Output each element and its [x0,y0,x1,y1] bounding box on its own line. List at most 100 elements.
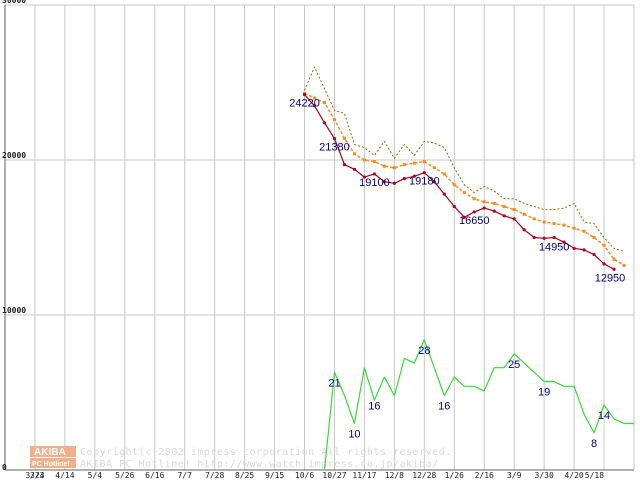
average-price-point [313,96,317,100]
low-price-point [362,175,367,179]
low-price-point [542,236,546,240]
y-tick-label: 20000 [2,151,26,160]
low-price-point [592,252,596,257]
y-tick-label: 10000 [2,306,26,315]
shop-count-data-label: 16 [438,401,450,413]
low-price-point [312,104,317,108]
x-tick-label: 2/16 [475,471,494,480]
average-price-point [622,263,626,267]
high-price-line [304,66,625,252]
average-price-point [352,152,356,156]
average-price-point [412,161,416,165]
y-tick-label: 30000 [2,0,26,5]
x-tick-label: 5/26 [115,471,134,480]
copyright-watermark: AKIBA PC Hotline! Copyright(c)2002 impre… [30,446,452,470]
y-tick-label: 0 [2,463,7,472]
shop-count-data-label: 28 [418,345,430,357]
average-price-point [482,200,486,204]
low-price-point [352,167,357,171]
average-price-point [532,217,536,221]
shop-count-data-label: 14 [598,410,610,422]
x-tick-label: 7/28 [205,471,224,480]
average-price-point [572,226,576,230]
x-tick-label: 12/28 [412,471,436,480]
low-price-point [532,235,536,240]
x-tick-label: 1/26 [445,471,464,480]
average-price-point [562,223,566,227]
price-data-label: 19100 [359,177,390,189]
x-tick-label: 11/17 [352,471,376,480]
x-tick-label: 5/4 [88,471,103,480]
x-tick-label: 5/18 [585,471,604,480]
average-price-point [402,163,406,167]
low-price-point [562,240,566,244]
grid-lines [4,4,635,471]
site-url-line: AKIBA PC Hotline! http://www.watch.impre… [80,459,439,470]
low-price-point [522,228,526,232]
price-data-label: 21380 [319,142,350,154]
average-price-point [472,197,476,201]
average-price-point [392,166,396,170]
price-data-label: 12950 [595,272,626,284]
low-price-point [552,235,556,240]
y-axis-tick-labels: 0 10000 20000 30000 [2,0,26,472]
average-price-point [502,205,506,208]
average-price-line [304,92,625,267]
average-price-point [512,208,516,212]
low-price-point [602,262,606,266]
copyright-line: Copyright(c)2002 impress corporation All… [80,447,452,458]
x-tick-label: 8/25 [235,471,254,480]
x-tick-label: 10/6 [295,471,314,480]
shop-count-line [323,339,634,471]
average-price-point [422,160,426,164]
average-price-point [442,172,446,176]
x-axis-tick-labels: 3/33/24 4/14 5/4 5/26 6/16 7/7 7/28 8/25 9/15 10/… [25,471,604,480]
low-price-line [304,94,615,270]
low-price-point [502,214,506,218]
average-price-point [602,243,606,247]
shop-count-data-label: 19 [538,387,550,399]
average-price-point [592,236,596,239]
low-price-point [372,172,377,176]
low-price-point [612,267,616,271]
shop-count-data-label: 21 [328,377,340,389]
price-data-label: 14950 [539,241,570,253]
x-tick-label: 6/16 [145,471,164,480]
low-price-point [342,163,347,167]
x-tick-label: 9/15 [265,471,284,480]
low-price-point [402,177,406,181]
x-tick-label: 3/24 [25,471,44,480]
low-price-point [492,209,496,213]
akiba-logo-text: AKIBA [34,447,66,458]
low-price-point [322,121,327,125]
low-price-point [302,92,307,97]
average-price-point [372,160,376,164]
low-price-point [582,248,586,252]
data-series [302,66,634,471]
price-data-label: 24220 [289,98,320,110]
average-price-point [362,158,366,162]
average-price-point [332,118,336,122]
x-tick-label: 7/7 [177,471,192,480]
x-tick-label: 3/3 [30,471,45,480]
x-tick-label: 4/20 [564,471,583,480]
average-price-point [342,136,346,140]
low-price-point [482,206,486,210]
x-tick-label: 3/30 [535,471,554,480]
low-price-point [512,217,516,221]
data-labels: 24220 21380 19100 19180 16650 14950 12950 21 10 1… [289,98,625,450]
average-price-point [582,229,586,233]
average-price-point [612,257,616,261]
average-price-point [522,212,526,216]
low-price-point [392,181,396,185]
shop-count-data-label: 10 [348,429,360,441]
low-price-point [442,192,446,196]
low-price-point [412,174,416,178]
low-price-point [572,246,576,250]
average-price-point [552,222,556,226]
average-price-point [492,201,496,205]
low-price-point [472,210,476,214]
x-tick-label: 3/9 [507,471,522,480]
low-price-point [432,180,436,184]
